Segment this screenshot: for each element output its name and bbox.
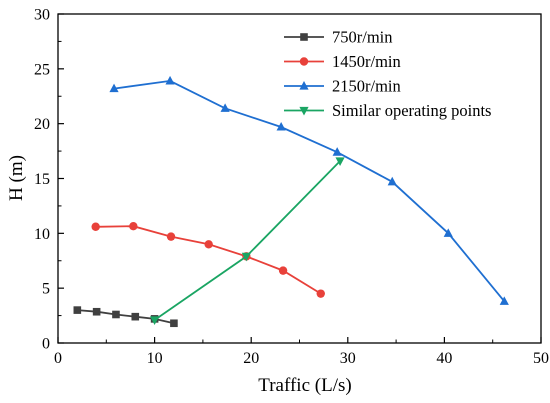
x-axis-title: Traffic (L/s)	[258, 375, 351, 396]
series-line	[154, 160, 341, 321]
data-point	[443, 228, 453, 237]
series-2	[109, 75, 509, 305]
y-axis-title: H (m)	[6, 155, 27, 201]
y-tick-label: 15	[34, 171, 50, 188]
legend-item: Similar operating points	[284, 101, 491, 120]
x-tick-label: 40	[436, 350, 452, 367]
data-point	[166, 232, 176, 241]
data-point	[220, 103, 230, 112]
x-tick-label: 0	[54, 350, 62, 367]
y-tick-label: 30	[34, 7, 50, 24]
legend-item: 1450r/min	[284, 52, 401, 71]
data-point	[112, 310, 120, 319]
legend-label: Similar operating points	[332, 101, 491, 120]
data-point	[73, 306, 82, 314]
legend-label: 2150r/min	[332, 77, 401, 96]
data-point	[91, 222, 100, 231]
data-point	[170, 319, 178, 328]
data-point	[165, 75, 175, 85]
data-point	[109, 83, 119, 93]
y-tick-label: 25	[34, 61, 50, 78]
y-tick-label: 5	[42, 281, 50, 298]
legend: 750r/min 1450r/min 2150r/min Similar operat…	[284, 28, 491, 120]
x-tick-label: 20	[243, 350, 259, 367]
legend-marker	[299, 81, 309, 90]
y-tick-label: 0	[42, 336, 50, 353]
data-point	[276, 121, 286, 131]
data-point	[332, 147, 342, 156]
data-point	[278, 266, 288, 275]
legend-label: 750r/min	[332, 28, 393, 47]
series-3	[150, 157, 345, 325]
y-tick-label: 20	[34, 116, 50, 133]
legend-marker	[299, 57, 309, 66]
x-tick-label: 50	[533, 350, 549, 367]
legend-marker	[300, 33, 308, 41]
data-point	[92, 307, 101, 316]
series-line	[113, 79, 505, 302]
plot-frame	[57, 13, 542, 344]
data-point	[150, 316, 160, 325]
legend-item: 750r/min	[284, 28, 393, 47]
legend-item: 2150r/min	[284, 77, 401, 96]
data-point	[129, 222, 138, 231]
data-point	[131, 312, 140, 321]
series-0	[73, 306, 178, 328]
data-point	[316, 289, 325, 298]
data-point	[387, 176, 397, 186]
data-point	[499, 296, 509, 305]
data-point	[241, 252, 251, 262]
legend-label: 1450r/min	[332, 52, 401, 71]
data-point	[204, 240, 213, 249]
series-1	[91, 222, 325, 298]
legend-marker	[299, 106, 309, 116]
x-tick-label: 30	[340, 350, 356, 367]
x-tick-label: 10	[147, 350, 163, 367]
data-point	[335, 157, 345, 166]
y-tick-label: 10	[34, 226, 50, 243]
